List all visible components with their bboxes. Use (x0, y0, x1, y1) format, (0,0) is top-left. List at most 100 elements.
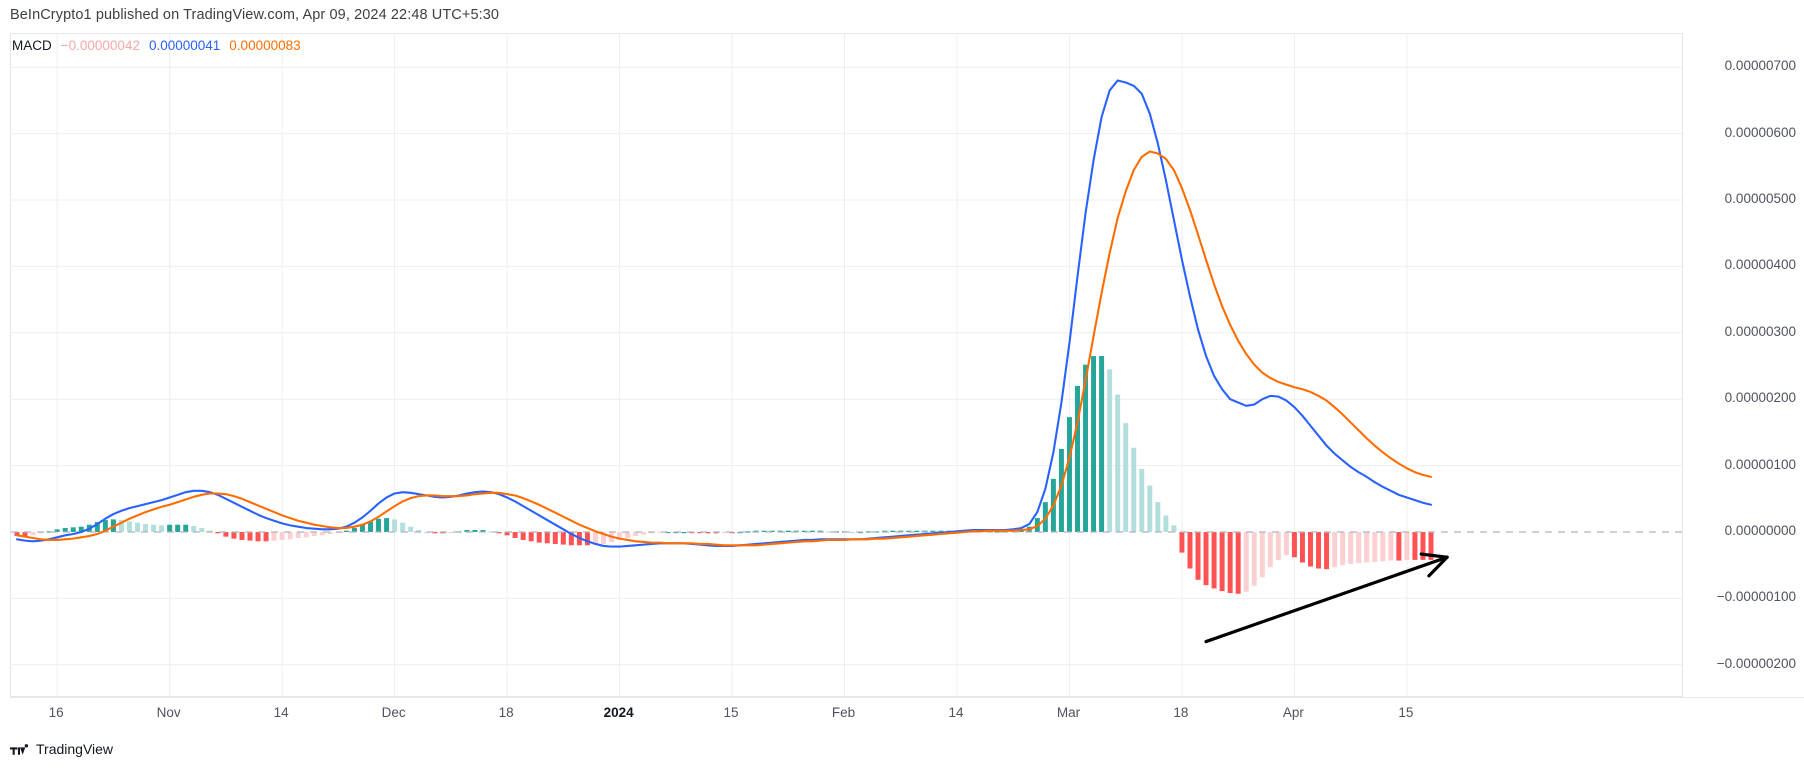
histogram-bar (496, 532, 502, 534)
histogram-bar (850, 532, 856, 534)
histogram-bar (448, 532, 454, 534)
histogram-bar (601, 532, 606, 544)
histogram-bar (1091, 356, 1097, 532)
histogram-bar (697, 532, 703, 534)
histogram-bar (1291, 532, 1297, 558)
histogram-bar (890, 530, 896, 532)
histogram-bar (279, 532, 285, 540)
histogram-bar (488, 531, 494, 533)
histogram-bar (1364, 532, 1370, 563)
histogram-bar (239, 532, 245, 540)
histogram-bar (1227, 532, 1233, 594)
histogram-bar (287, 532, 293, 540)
time-axis-tick: Dec (381, 705, 406, 720)
histogram-bar (1275, 532, 1281, 560)
histogram-bar (809, 530, 815, 532)
histogram-bar (1243, 532, 1249, 592)
histogram-bar (207, 530, 213, 532)
price-axis-tick: 0.00000100 (1724, 456, 1796, 472)
histogram-bar (866, 531, 872, 533)
price-axis-tick: 0.00000200 (1724, 390, 1796, 406)
histogram-bar (102, 520, 108, 532)
legend-macd-value: 0.00000041 (148, 38, 221, 53)
histogram-bar (1075, 385, 1080, 532)
histogram-bar (175, 524, 181, 532)
histogram-bar (785, 530, 791, 532)
price-axis-tick: 0.00000700 (1724, 58, 1796, 74)
histogram-bar (1099, 356, 1105, 532)
histogram-bar (319, 532, 325, 536)
price-axis-tick: −0.00000200 (1716, 655, 1796, 671)
histogram-bar (464, 530, 470, 532)
histogram-bar (46, 531, 52, 533)
histogram-bar (817, 530, 823, 532)
histogram-bar (769, 530, 775, 532)
legend-histogram-value: −0.00000042 (60, 38, 140, 53)
time-axis-tick: 15 (723, 705, 739, 720)
histogram-bar (376, 518, 382, 532)
histogram-bar (118, 520, 124, 532)
histogram-bar (1211, 532, 1217, 589)
histogram-bar (408, 526, 414, 532)
histogram-bar (94, 522, 100, 532)
price-axis[interactable]: 0.00000700 0.00000600 0.00000500 0.00000400… (1682, 33, 1804, 697)
histogram-bar (568, 532, 574, 546)
histogram-bar (472, 530, 478, 532)
time-axis-tick: 16 (48, 705, 64, 720)
histogram-bar (255, 532, 261, 542)
histogram-bar (504, 532, 510, 536)
histogram-bar (1340, 532, 1346, 566)
histogram-bar (1219, 532, 1225, 592)
tradingview-brand-label: TradingView (36, 741, 114, 757)
macd-histogram (14, 356, 1434, 594)
price-axis-tick: 0.00000000 (1724, 523, 1796, 538)
histogram-bar (1139, 468, 1145, 532)
histogram-bar (215, 532, 221, 534)
histogram-bar (54, 529, 60, 532)
time-axis[interactable]: 16 Nov 14 Dec 18 2024 15 Feb 14 Mar 18 Apr 15 (10, 697, 1804, 729)
histogram-bar (1235, 532, 1241, 594)
histogram-bar (311, 532, 317, 536)
histogram-bar (1396, 532, 1402, 561)
histogram-bar (126, 521, 132, 532)
price-axis-tick: 0.00000300 (1724, 323, 1796, 339)
histogram-bar (1155, 502, 1161, 532)
histogram-bar (30, 532, 36, 536)
histogram-bar (625, 532, 631, 538)
histogram-bar (480, 530, 486, 532)
publisher-attribution: BeInCrypto1 published on TradingView.com… (10, 7, 500, 23)
histogram-bar (1412, 532, 1418, 560)
histogram-bar (392, 519, 398, 532)
histogram-bar (641, 532, 647, 535)
histogram-bar (295, 532, 301, 538)
legend-indicator-title: MACD (12, 38, 52, 53)
histogram-bar (1388, 532, 1394, 561)
histogram-bar (753, 530, 759, 532)
histogram-bar (544, 532, 550, 544)
time-axis-tick: 15 (1398, 705, 1414, 720)
histogram-bar (761, 530, 767, 532)
tradingview-logo-icon (10, 743, 29, 756)
histogram-bar (1299, 532, 1305, 563)
histogram-bar (167, 524, 173, 532)
histogram-bar (1171, 525, 1177, 532)
histogram-bar (914, 530, 920, 532)
chart-plot-area[interactable] (10, 33, 1682, 697)
histogram-bar (938, 530, 944, 532)
histogram-bar (1420, 532, 1426, 560)
histogram-bar (592, 532, 598, 545)
histogram-bar (930, 530, 936, 532)
histogram-bar (1058, 449, 1064, 532)
time-axis-tick: Nov (156, 705, 181, 720)
histogram-bar (22, 532, 28, 536)
histogram-bar (898, 530, 904, 532)
rising-divergence-arrow (1204, 552, 1449, 644)
histogram-bar (151, 524, 157, 532)
macd-legend[interactable]: MACD −0.00000042 0.00000041 0.00000083 (12, 38, 301, 54)
time-axis-tick: Mar (1056, 705, 1081, 720)
histogram-bar (1332, 532, 1338, 568)
histogram-bar (1083, 364, 1089, 532)
histogram-bar (560, 532, 566, 545)
histogram-bar (713, 532, 719, 534)
